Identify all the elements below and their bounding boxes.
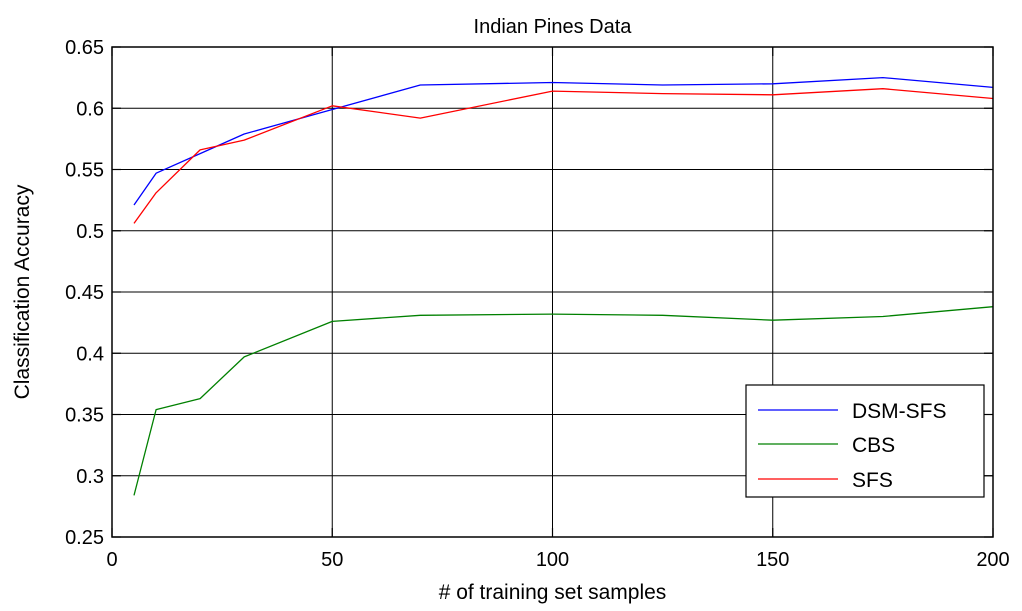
legend-entry-label: DSM-SFS <box>852 400 947 423</box>
y-tick-label: 0.3 <box>76 466 104 488</box>
x-tick-label: 100 <box>536 549 569 571</box>
y-tick-label: 0.4 <box>76 343 104 365</box>
grid-lines <box>112 47 993 537</box>
y-tick-label: 0.6 <box>76 98 104 120</box>
y-tick-label: 0.45 <box>65 282 104 304</box>
series-line-sfs <box>133 88 994 224</box>
y-tick-label: 0.25 <box>65 527 104 549</box>
y-tick-label: 0.55 <box>65 160 104 182</box>
chart-title: Indian Pines Data <box>474 16 633 38</box>
y-tick-label: 0.65 <box>65 37 104 59</box>
legend: DSM-SFS CBS SFS <box>745 384 985 498</box>
x-tick-label: 150 <box>756 549 789 571</box>
legend-entry-label: SFS <box>852 469 893 492</box>
x-tick-label: 0 <box>106 549 117 571</box>
axis-ticks <box>111 46 994 538</box>
series-line-dsm-sfs <box>133 76 994 206</box>
axis-tick-labels: 0 50 100 150 200 0.25 0.3 0.35 0.4 0.45 0.5 0.55 0.6… <box>65 37 1010 571</box>
legend-box <box>745 384 985 498</box>
legend-entry-label: CBS <box>852 434 895 457</box>
x-tick-label: 50 <box>321 549 343 571</box>
series-layer <box>133 76 994 496</box>
series-line-cbs <box>133 306 994 496</box>
x-tick-label: 200 <box>976 549 1009 571</box>
y-tick-label: 0.5 <box>76 221 104 243</box>
x-axis-label: # of training set samples <box>439 581 667 604</box>
y-tick-label: 0.35 <box>65 405 104 427</box>
y-axis-label: Classification Accuracy <box>11 184 34 399</box>
